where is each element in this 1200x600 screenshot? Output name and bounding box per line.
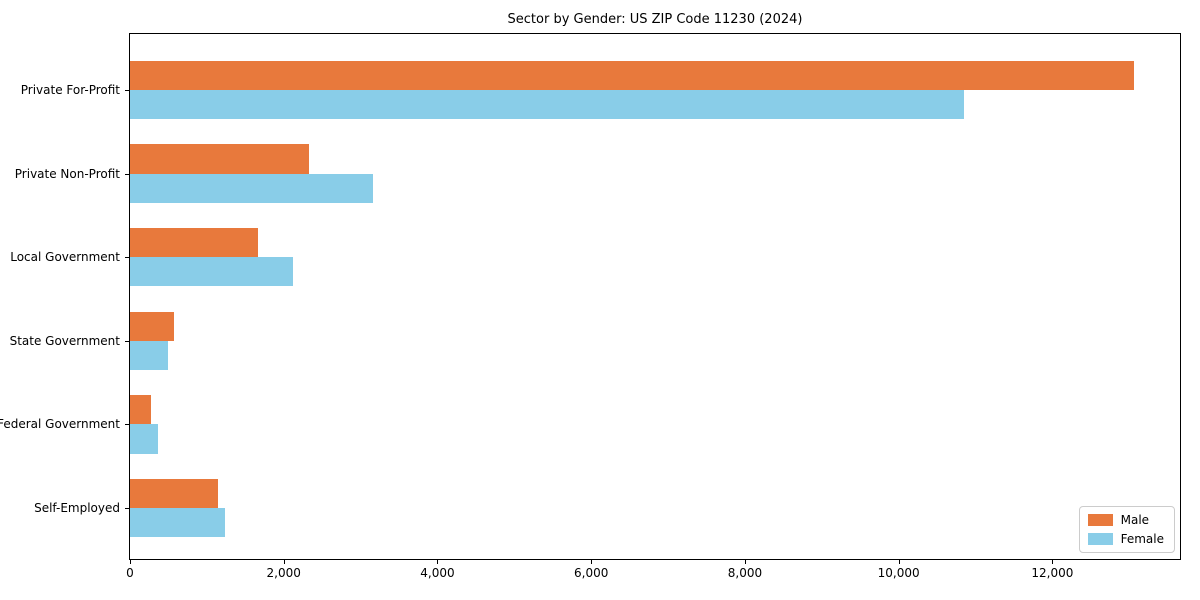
bar-male-2 [130,227,258,258]
x-tick-mark [898,560,900,564]
legend-label-female: Female [1120,532,1164,546]
bar-female-1 [130,173,373,203]
male-swatch-icon [1087,514,1113,526]
y-tick-label: Self-Employed [34,501,120,515]
x-tick-mark [283,560,285,564]
bar-male-5 [130,478,219,508]
y-tick-label: State Government [9,333,120,348]
y-tick-label: Private For-Profit [20,83,120,97]
chart-title: Sector by Gender: US ZIP Code 11230 (202… [507,12,803,27]
bar-male-3 [130,311,175,341]
x-tick-label: 2,000 [266,566,301,580]
x-tick-mark [437,560,439,564]
bar-male-4 [130,395,152,425]
legend-entry-female: Female [1087,532,1164,546]
bar-female-4 [130,424,159,454]
legend-entry-male: Male [1087,513,1164,527]
plot-area: Male Female Private For-Profit Private No… [0,33,1181,579]
y-tick-label: Private Non-Profit [14,166,120,181]
bar-female-5 [130,508,225,538]
bar-female-0 [130,90,965,120]
x-tick-mark [744,560,746,564]
legend-label-male: Male [1120,513,1150,527]
x-tick-mark [591,560,593,564]
y-tick-mark [125,173,129,175]
y-tick-mark [125,90,129,91]
legend: Male Female [1078,506,1175,553]
female-swatch-icon [1087,533,1113,545]
bar-male-1 [130,144,310,174]
bar-female-3 [130,340,169,371]
y-tick-mark [125,508,129,509]
x-tick-label: 12,000 [1031,566,1074,580]
x-tick-mark [130,560,131,564]
bar-male-0 [130,60,1134,90]
y-tick-mark [125,424,129,426]
x-tick-mark [1052,560,1054,564]
bar-female-2 [130,257,293,287]
y-tick-mark [125,257,129,259]
x-tick-label: 0 [126,566,134,580]
x-tick-label: 6,000 [574,566,609,580]
x-tick-label: 10,000 [877,566,920,580]
x-tick-label: 8,000 [727,566,763,580]
y-tick-mark [125,340,129,342]
y-tick-label: Federal Government [0,417,120,432]
y-tick-label: Local Government [10,250,120,265]
x-tick-label: 4,000 [420,566,455,580]
